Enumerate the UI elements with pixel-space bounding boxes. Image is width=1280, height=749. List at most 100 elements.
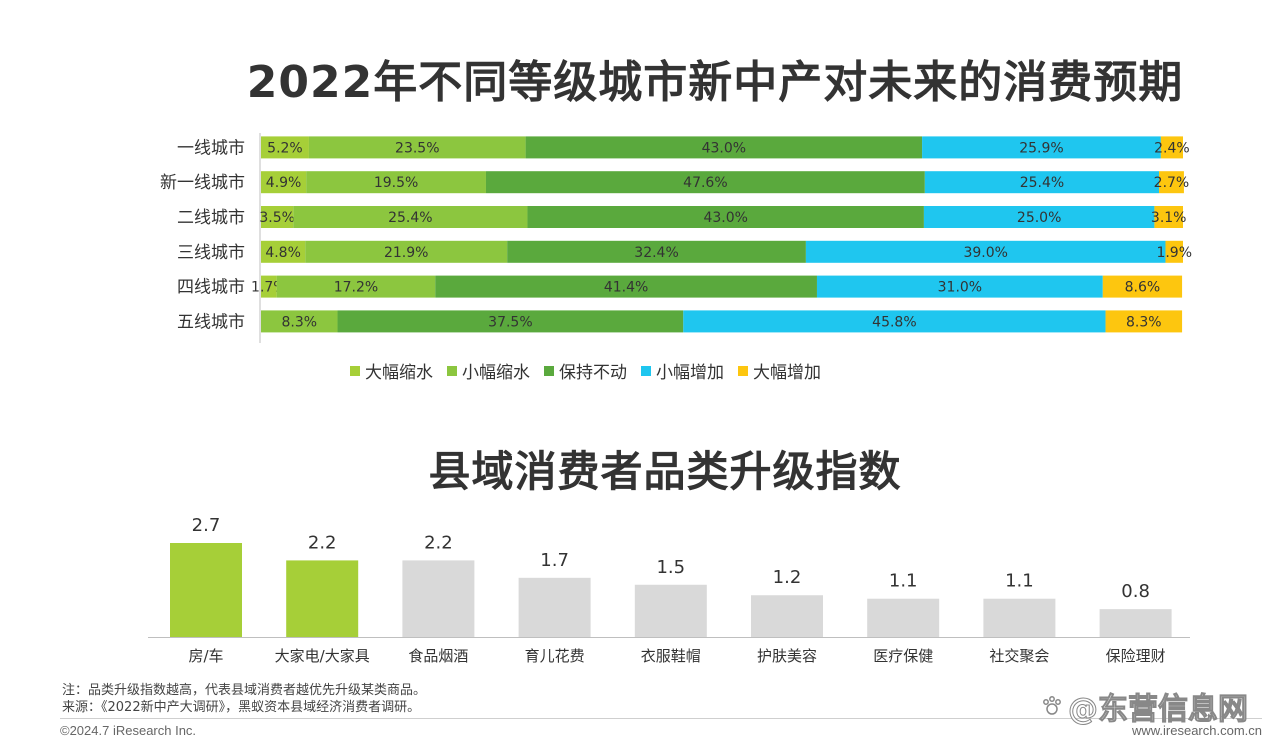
bar-value-label: 2.2 — [308, 532, 337, 553]
segment-value-label: 17.2% — [334, 280, 378, 296]
bar-value-label: 2.2 — [424, 532, 453, 553]
stacked-bar-chart: 一线城市 5.2% 23.5% 43.0% 25.9% 2.4% 新一线城市 4.9% 19.5… — [160, 133, 1192, 343]
segment-value-label: 1.9% — [1156, 245, 1192, 261]
stack-segment — [805, 240, 1166, 263]
segment-value-label: 43.0% — [703, 210, 747, 226]
stack-segment — [683, 310, 1106, 333]
index-bar — [286, 560, 359, 637]
stack-segment — [261, 240, 306, 263]
bar-value-label: 1.2 — [773, 567, 802, 588]
stack-segment — [261, 136, 309, 159]
legend-item: 保持不动 — [544, 358, 627, 383]
index-bar — [1099, 609, 1172, 637]
segment-value-label: 25.4% — [388, 210, 432, 226]
segment-value-label: 47.6% — [683, 175, 727, 191]
stack-segment — [485, 171, 925, 194]
stack-segment — [305, 240, 508, 263]
index-bar — [518, 577, 591, 637]
bar-value-label: 0.8 — [1121, 581, 1150, 602]
stack-segment — [924, 171, 1160, 194]
bar-category-label: 社交聚会 — [989, 647, 1049, 665]
segment-value-label: 43.0% — [702, 140, 746, 156]
stack-segment — [527, 206, 924, 228]
stack-segment — [276, 275, 436, 298]
index-bar — [170, 543, 242, 637]
segment-value-label: 3.5% — [259, 210, 295, 226]
segment-value-label: 25.4% — [1020, 175, 1064, 191]
stack-segment — [1160, 136, 1183, 159]
stack-segment — [923, 206, 1155, 228]
segment-value-label: 4.9% — [266, 175, 302, 191]
segment-value-label: 41.4% — [604, 280, 648, 296]
stack-segment — [261, 310, 338, 333]
legend-label: 保持不动 — [559, 363, 627, 383]
legend-swatch — [447, 365, 457, 376]
segment-value-label: 31.0% — [938, 280, 982, 296]
chart-source: 来源：《2022新中产大调研》，黑蚁资本县域经济消费者调研。 — [62, 700, 421, 715]
bar-value-label: 1.7 — [540, 550, 569, 571]
bar-value-label: 1.1 — [1005, 571, 1034, 592]
segment-value-label: 19.5% — [374, 175, 418, 191]
paw-icon — [1043, 696, 1061, 715]
legend-label: 小幅增加 — [656, 363, 724, 383]
stack-segment — [435, 275, 817, 298]
footer-divider — [60, 718, 1262, 719]
index-bar-chart: 2.7 房/车 2.2 大家电/大家具 2.2 食品烟酒 1.7 育儿花费 1.5 衣服鞋帽 1.2… — [148, 515, 1190, 665]
bar-category-label: 育儿花费 — [525, 647, 585, 665]
legend-swatch — [350, 365, 360, 376]
index-bar — [867, 598, 940, 637]
stack-segment — [261, 275, 277, 298]
segment-value-label: 8.6% — [1125, 280, 1161, 296]
bar-category-label: 护肤美容 — [757, 647, 817, 665]
stack-segment — [337, 310, 684, 333]
bar-value-label: 1.1 — [889, 571, 918, 592]
segment-value-label: 32.4% — [634, 245, 678, 261]
watermark: @东营信息网 — [1040, 684, 1249, 728]
index-bar — [402, 560, 475, 637]
stack-segment — [1102, 275, 1183, 298]
bar-category-label: 医疗保健 — [873, 647, 933, 665]
stack-segment — [293, 206, 528, 228]
segment-value-label: 2.4% — [1154, 140, 1190, 156]
legend-item: 大幅增加 — [738, 358, 821, 383]
stack-segment — [1154, 206, 1183, 228]
segment-value-label: 2.7% — [1154, 175, 1190, 191]
segment-value-label: 4.8% — [265, 245, 301, 261]
stack-segment — [507, 240, 806, 263]
legend-item: 大幅缩水 — [350, 358, 433, 383]
index-bar — [983, 598, 1056, 637]
segment-value-label: 25.9% — [1019, 140, 1063, 156]
bar-category-label: 食品烟酒 — [408, 647, 468, 665]
segment-value-label: 8.3% — [281, 314, 317, 330]
chart-note: 注：品类升级指数越高，代表县域消费者越优先升级某类商品。 — [62, 683, 427, 698]
stack-segment — [261, 171, 307, 194]
segment-value-label: 37.5% — [488, 314, 532, 330]
bar-category-label: 房/车 — [188, 647, 223, 665]
bar-category-label: 衣服鞋帽 — [641, 647, 701, 665]
legend-item: 小幅缩水 — [447, 358, 530, 383]
segment-value-label: 39.0% — [963, 245, 1007, 261]
category-label: 新一线城市 — [160, 173, 245, 193]
stack-segment — [816, 275, 1103, 298]
category-label: 三线城市 — [177, 243, 245, 263]
segment-value-label: 45.8% — [872, 314, 916, 330]
segment-value-label: 25.0% — [1017, 210, 1061, 226]
stack-segment — [525, 136, 923, 159]
website-text: www.iresearch.com.cn — [1131, 723, 1262, 738]
bar-value-label: 1.5 — [656, 557, 685, 578]
bar-category-label: 大家电/大家具 — [275, 647, 370, 665]
bar-category-label: 保险理财 — [1106, 647, 1166, 665]
stack-segment — [1159, 171, 1184, 194]
legend-swatch — [544, 365, 554, 376]
legend-item: 小幅增加 — [641, 358, 724, 383]
stack-segment — [261, 206, 294, 228]
stack-segment — [1165, 240, 1183, 263]
legend-label: 小幅缩水 — [462, 363, 530, 383]
segment-value-label: 8.3% — [1126, 314, 1162, 330]
legend-label: 大幅缩水 — [365, 363, 433, 383]
stack-segment — [1105, 310, 1183, 333]
category-label: 一线城市 — [177, 138, 245, 158]
category-label: 二线城市 — [177, 208, 245, 228]
stack-segment — [308, 136, 526, 159]
index-chart-title: 县域消费者品类升级指数 — [428, 447, 902, 496]
